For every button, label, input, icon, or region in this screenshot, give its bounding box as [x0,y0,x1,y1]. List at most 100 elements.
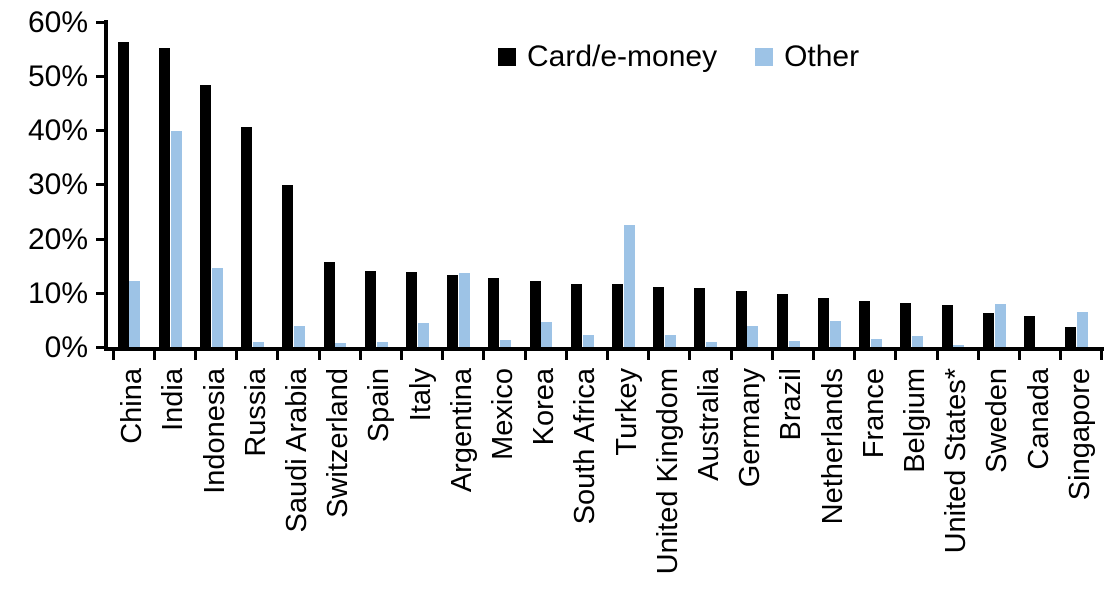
y-axis-tick-40 [96,129,105,133]
bar-card-e-money-belgium [900,303,912,347]
bar-other-sweden [994,304,1006,347]
bar-card-e-money-canada [1023,316,1036,347]
legend-swatch-other [755,48,774,66]
x-axis-tick-12 [605,351,609,360]
x-axis-label-australia: Australia [692,368,725,481]
x-axis-tick-24 [1100,351,1104,360]
x-axis-tick-23 [1059,351,1063,360]
x-axis-label-indonesia: Indonesia [198,368,231,494]
x-axis-label-belgium: Belgium [898,368,931,473]
bar-other-south-africa [582,334,594,347]
bar-card-e-money-mexico [488,277,500,347]
x-axis-label-united-states: United States* [940,368,973,554]
y-axis-line [104,20,108,351]
legend-label-other: Other [784,40,860,73]
y-axis-label-40: 40% [27,114,88,148]
x-axis-label-turkey: Turkey [610,368,643,456]
x-axis-label-brazil: Brazil [775,368,808,441]
x-axis-label-france: France [857,368,890,459]
x-axis-label-singapore: Singapore [1063,368,1096,501]
bar-other-australia [706,341,718,347]
y-axis-tick-0 [96,346,105,349]
bar-other-spain [376,342,388,347]
legend-label-card-e-money: Card/e-money [527,40,718,73]
x-axis-label-china: China [116,368,149,444]
y-axis-label-50: 50% [27,60,88,93]
y-axis-label-60: 60% [27,5,88,39]
x-axis-label-spain: Spain [363,368,396,443]
y-axis-label-20: 20% [27,222,88,256]
x-axis-label-mexico: Mexico [486,368,519,460]
bar-other-china [129,280,141,347]
y-axis-tick-10 [96,291,105,295]
x-axis-tick-9 [482,351,486,360]
x-axis-tick-11 [564,351,568,360]
bar-card-e-money-sweden [982,312,994,347]
y-axis-label-0: 0% [44,331,88,364]
bar-card-e-money-netherlands [817,297,830,347]
bar-card-e-money-brazil [776,293,788,347]
x-axis-tick-13 [647,351,651,360]
bar-other-united-states [953,344,965,347]
x-axis-tick-5 [317,351,321,360]
x-axis-tick-17 [811,351,815,360]
x-axis-tick-6 [358,351,362,360]
legend: Card/e-money Other [498,42,859,72]
x-axis-tick-15 [729,351,733,360]
bar-other-united-kingdom [664,335,677,347]
bar-other-germany [747,326,759,347]
x-axis-line [104,347,1104,351]
bar-card-e-money-italy [405,271,418,347]
legend-swatch-card-e-money [498,48,516,66]
y-axis-label-30: 30% [27,168,88,202]
bar-other-switzerland [335,342,347,347]
bar-other-turkey [623,225,635,347]
bar-card-e-money-korea [529,280,541,347]
x-axis-tick-3 [235,351,239,360]
bar-card-e-money-south-africa [570,283,582,347]
bar-card-e-money-australia [694,288,706,347]
legend-item-card-e-money: Card/e-money [498,42,717,72]
x-axis-tick-4 [276,351,280,360]
x-axis-label-argentina: Argentina [445,368,478,493]
bar-card-e-money-india [158,48,170,347]
bar-other-saudi-arabia [294,326,306,347]
x-axis-tick-7 [399,351,403,360]
x-axis-label-russia: Russia [239,368,272,457]
bar-card-e-money-singapore [1065,327,1077,347]
y-axis-tick-20 [96,237,105,241]
bar-card-e-money-united-kingdom [653,287,665,347]
x-axis-label-germany: Germany [734,368,767,488]
legend-item-other: Other [755,42,859,72]
bar-other-brazil [788,341,800,347]
y-axis-tick-30 [96,183,105,187]
bar-card-e-money-united-states [941,305,953,347]
bar-card-e-money-france [859,300,871,347]
x-axis-label-netherlands: Netherlands [816,368,849,525]
x-axis-label-saudi-arabia: Saudi Arabia [280,368,313,533]
bar-card-e-money-switzerland [323,262,335,347]
x-axis-label-india: India [157,368,190,431]
bar-card-e-money-germany [735,290,747,347]
bar-other-indonesia [211,268,223,347]
x-axis-tick-14 [688,351,692,360]
x-axis-label-italy: Italy [404,368,437,422]
bar-other-singapore [1076,311,1089,347]
x-axis-label-korea: Korea [528,368,561,446]
bar-card-e-money-spain [364,270,376,347]
bar-card-e-money-china [117,41,129,347]
bar-other-argentina [458,272,471,347]
bar-other-russia [252,341,265,347]
bar-other-italy [417,322,429,347]
x-axis-tick-21 [976,351,980,360]
x-axis-tick-18 [853,351,857,360]
x-axis-label-united-kingdom: United Kingdom [651,368,684,575]
bar-card-e-money-indonesia [199,84,212,347]
bar-other-korea [541,322,553,347]
bar-other-mexico [500,340,512,347]
bar-other-belgium [912,336,924,347]
x-axis-label-sweden: Sweden [981,368,1014,473]
x-axis-tick-10 [523,351,527,360]
x-axis-tick-0 [111,351,115,360]
